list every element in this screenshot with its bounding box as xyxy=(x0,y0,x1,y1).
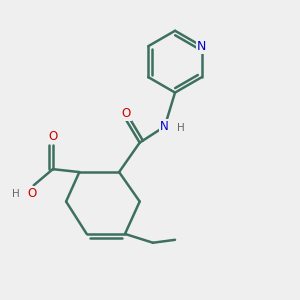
Text: N: N xyxy=(160,120,169,133)
Text: O: O xyxy=(28,187,37,200)
Text: O: O xyxy=(122,107,131,120)
Text: N: N xyxy=(197,40,206,53)
Text: H: H xyxy=(177,123,185,133)
Text: H: H xyxy=(12,189,19,199)
Text: O: O xyxy=(48,130,58,143)
